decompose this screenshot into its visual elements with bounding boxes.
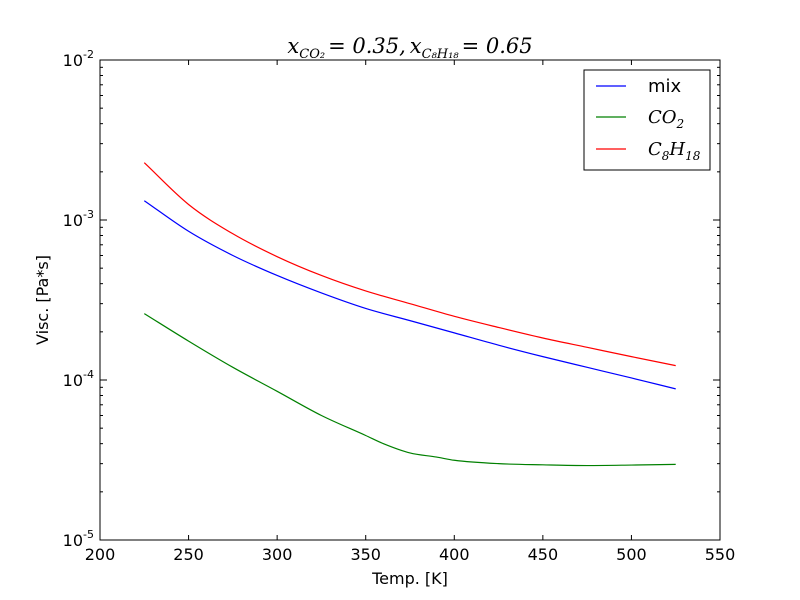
- y-tick-label: 10-5: [63, 528, 94, 550]
- legend-label-co2: CO2: [648, 107, 684, 131]
- y-tick-label: 10-3: [63, 208, 94, 230]
- series-lines: [143, 162, 676, 467]
- legend-label-mix: mix: [648, 76, 682, 97]
- series-line-mix: [143, 200, 676, 390]
- series-line-co2: [143, 313, 676, 467]
- legend-box: [583, 69, 711, 171]
- legend: mix CO2 C8H18: [583, 69, 711, 171]
- x-tick-label: 250: [173, 545, 204, 564]
- axis-ticks: 200 250 300 350 400 450 500 550 10-5 10-4 10-3 10-2: [63, 48, 736, 564]
- y-axis-label: Visc. [Pa*s]: [33, 255, 52, 345]
- x-tick-label: 550: [705, 545, 736, 564]
- x-tick-label: 300: [262, 545, 293, 564]
- x-axis-label: Temp. [K]: [371, 569, 448, 588]
- series-line-c8h18: [143, 162, 676, 367]
- x-tick-label: 450: [528, 545, 559, 564]
- plot-frame: [99, 59, 721, 541]
- x-tick-label: 400: [439, 545, 470, 564]
- legend-label-c8h18: C8H18: [648, 139, 701, 163]
- x-tick-label: 200: [85, 545, 116, 564]
- x-tick-label: 350: [350, 545, 381, 564]
- y-tick-label: 10-4: [63, 368, 94, 390]
- x-tick-label: 500: [616, 545, 647, 564]
- chart-title: xCO₂ = 0.35, xC₈H₁₈ = 0.65: [287, 34, 532, 62]
- y-tick-label: 10-2: [63, 48, 94, 70]
